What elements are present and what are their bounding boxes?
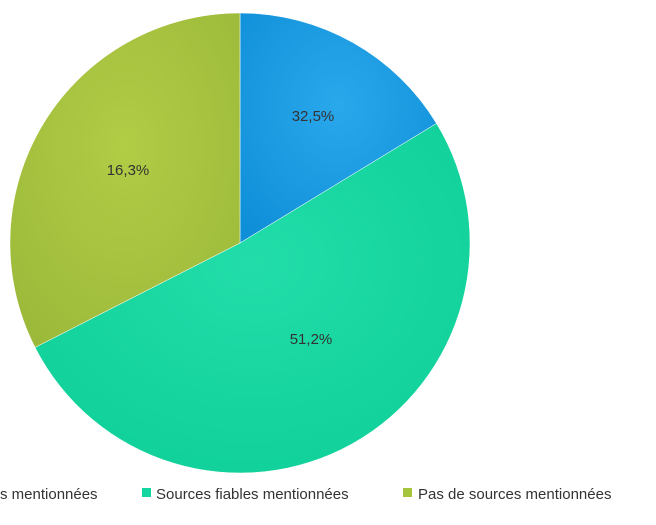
legend-swatch-green — [142, 488, 151, 497]
data-label-olive: 16,3% — [107, 162, 150, 179]
pie-slice-green — [34, 123, 471, 474]
legend-entry-pas-de-sources: Pas de sources mentionnées — [418, 486, 611, 503]
legend-entry-sources-fiables: Sources fiables mentionnées — [156, 486, 349, 503]
data-label-blue: 32,5% — [292, 108, 335, 125]
pie-slice-blue — [239, 12, 437, 244]
data-label-green: 51,2% — [290, 331, 333, 348]
legend-entry-truncated: s mentionnées — [0, 486, 98, 503]
legend: s mentionnées Sources fiables mentionnée… — [0, 486, 611, 503]
legend-swatch-olive — [403, 488, 412, 497]
pie-slice-olive — [9, 12, 241, 348]
